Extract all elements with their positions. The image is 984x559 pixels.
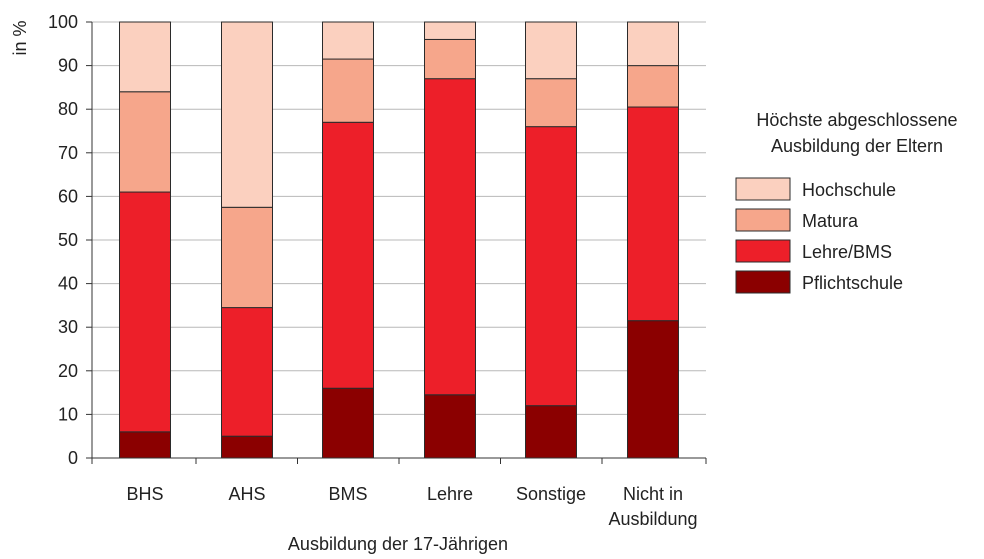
legend-label: Lehre/BMS xyxy=(802,242,892,262)
bar-segment-lehre-bms xyxy=(424,78,476,396)
bar-segment-hochschule xyxy=(322,21,374,60)
bar-segment-matura xyxy=(221,206,273,309)
x-tick-label: Sonstige xyxy=(516,484,586,504)
bar-segment-matura xyxy=(322,58,374,123)
bar-segment-pflichtschule xyxy=(627,320,679,459)
x-axis-label: Ausbildung der 17-Jährigen xyxy=(288,534,508,554)
x-axis: BHS AHS BMS Lehre Sonstige Nicht in Ausbildung xyxy=(91,457,707,529)
legend-swatch xyxy=(735,270,791,294)
legend-label: Hochschule xyxy=(802,180,896,200)
bar-segment-lehre-bms xyxy=(221,307,273,437)
x-tick-label: Lehre xyxy=(427,484,473,504)
bar-segment-matura xyxy=(424,38,476,80)
bar-segment-lehre-bms xyxy=(627,106,679,322)
y-tick-label: 60 xyxy=(58,186,78,206)
legend-title: Höchste abgeschlossene xyxy=(756,110,957,130)
bar-segment-pflichtschule xyxy=(119,431,171,459)
bar-segment-pflichtschule xyxy=(525,405,577,459)
y-tick-label: 40 xyxy=(58,274,78,294)
y-tick-label: 30 xyxy=(58,317,78,337)
legend-title: Ausbildung der Eltern xyxy=(771,136,943,156)
legend-label: Matura xyxy=(802,211,859,231)
bar-segment-hochschule xyxy=(221,21,273,208)
bar-segment-matura xyxy=(119,91,171,193)
bar-segment-hochschule xyxy=(424,21,476,40)
grid-lines xyxy=(92,21,706,415)
bar-segment-lehre-bms xyxy=(322,121,374,389)
bar-segment-hochschule xyxy=(525,21,577,80)
y-tick-label: 90 xyxy=(58,56,78,76)
legend: Höchste abgeschlossene Ausbildung der Elt… xyxy=(735,110,958,294)
legend-swatch xyxy=(735,208,791,232)
bar-segment-matura xyxy=(627,65,679,108)
bar-segment-hochschule xyxy=(627,21,679,67)
legend-label: Pflichtschule xyxy=(802,273,903,293)
y-tick-label: 100 xyxy=(48,12,78,32)
legend-swatch xyxy=(735,177,791,201)
bar-segment-matura xyxy=(525,78,577,128)
y-tick-label: 50 xyxy=(58,230,78,250)
bar-segment-hochschule xyxy=(119,21,171,93)
y-axis: 0 10 20 30 40 50 60 70 80 90 100 xyxy=(48,12,93,468)
bar-segment-pflichtschule xyxy=(424,394,476,459)
bar-segment-lehre-bms xyxy=(525,126,577,407)
x-tick-label: Ausbildung xyxy=(608,509,697,529)
y-tick-label: 70 xyxy=(58,143,78,163)
y-tick-label: 10 xyxy=(58,404,78,424)
legend-swatch xyxy=(735,239,791,263)
x-tick-label: BMS xyxy=(328,484,367,504)
y-axis-label: in % xyxy=(10,20,30,55)
x-tick-label: AHS xyxy=(228,484,265,504)
y-tick-label: 20 xyxy=(58,361,78,381)
bar-segment-pflichtschule xyxy=(322,387,374,459)
x-tick-label: BHS xyxy=(126,484,163,504)
bar-segment-pflichtschule xyxy=(221,435,273,459)
y-tick-label: 80 xyxy=(58,99,78,119)
bars xyxy=(119,21,679,459)
bar-segment-lehre-bms xyxy=(119,191,171,433)
x-tick-label: Nicht in xyxy=(623,484,683,504)
y-tick-label: 0 xyxy=(68,448,78,468)
